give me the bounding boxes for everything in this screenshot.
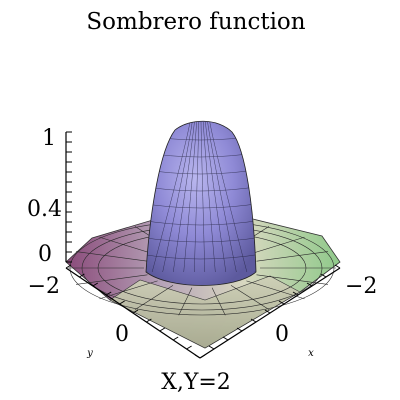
y-tick — [146, 318, 152, 323]
y-tick — [79, 273, 85, 278]
x-tick — [334, 264, 341, 269]
y-axis: −2 0 y — [28, 264, 206, 359]
mesh-line — [146, 219, 256, 226]
x-tick — [292, 291, 299, 296]
x-tick — [194, 354, 201, 359]
x-tick — [250, 318, 257, 323]
z-tick-label: 0.4 — [27, 197, 62, 222]
x-tick — [278, 300, 285, 305]
y-tick — [172, 336, 179, 341]
x-tick-label: 0 — [275, 322, 289, 347]
mesh-radial — [211, 287, 226, 316]
z-axis: 1 0.4 0 — [27, 126, 72, 267]
y-tick — [105, 291, 112, 296]
y-tick-label: 0 — [115, 322, 129, 347]
mesh-radial — [256, 251, 328, 262]
mesh-radial — [230, 285, 270, 310]
y-tick — [119, 300, 125, 305]
x-tick — [320, 273, 327, 278]
x-tick — [306, 282, 313, 287]
mesh-radial — [134, 285, 174, 310]
x-axis-label: x — [308, 348, 314, 359]
y-axis-label: y — [86, 348, 93, 359]
x-tick — [208, 345, 215, 350]
x-tick — [264, 309, 271, 314]
y-tick — [132, 309, 139, 314]
z-tick-label: 1 — [42, 126, 56, 151]
mesh-line — [202, 121, 217, 272]
y-tick — [65, 264, 72, 269]
y-tick — [92, 282, 99, 287]
mesh-line — [146, 236, 256, 243]
mesh-line — [171, 121, 195, 272]
mesh-line — [146, 253, 256, 260]
chart-footer: X,Y=2 — [161, 370, 231, 395]
x-tick — [236, 327, 243, 332]
mesh-radial — [99, 280, 158, 300]
mesh-radial — [76, 251, 148, 262]
mesh-radial — [178, 287, 193, 316]
mesh-line — [209, 121, 250, 272]
mesh-line — [205, 121, 228, 272]
x-tick-label: −2 — [345, 274, 377, 299]
mesh-line — [146, 202, 256, 209]
x-tick — [222, 336, 229, 341]
y-tick-label: −2 — [28, 274, 60, 299]
mesh-line — [193, 121, 200, 272]
mesh-radial — [246, 280, 305, 300]
x-axis: −2 0 x — [194, 264, 377, 359]
mesh-line — [207, 121, 239, 272]
mesh-radial — [246, 236, 305, 256]
y-tick — [186, 345, 192, 350]
mesh-line — [160, 121, 193, 272]
mesh-line — [149, 121, 191, 272]
mesh-line — [182, 121, 197, 272]
mesh-line — [200, 121, 206, 272]
y-tick — [159, 327, 166, 332]
surface-peak — [145, 120, 257, 286]
chart-title: Sombrero function — [86, 9, 305, 35]
z-tick-label: 0 — [38, 242, 52, 267]
